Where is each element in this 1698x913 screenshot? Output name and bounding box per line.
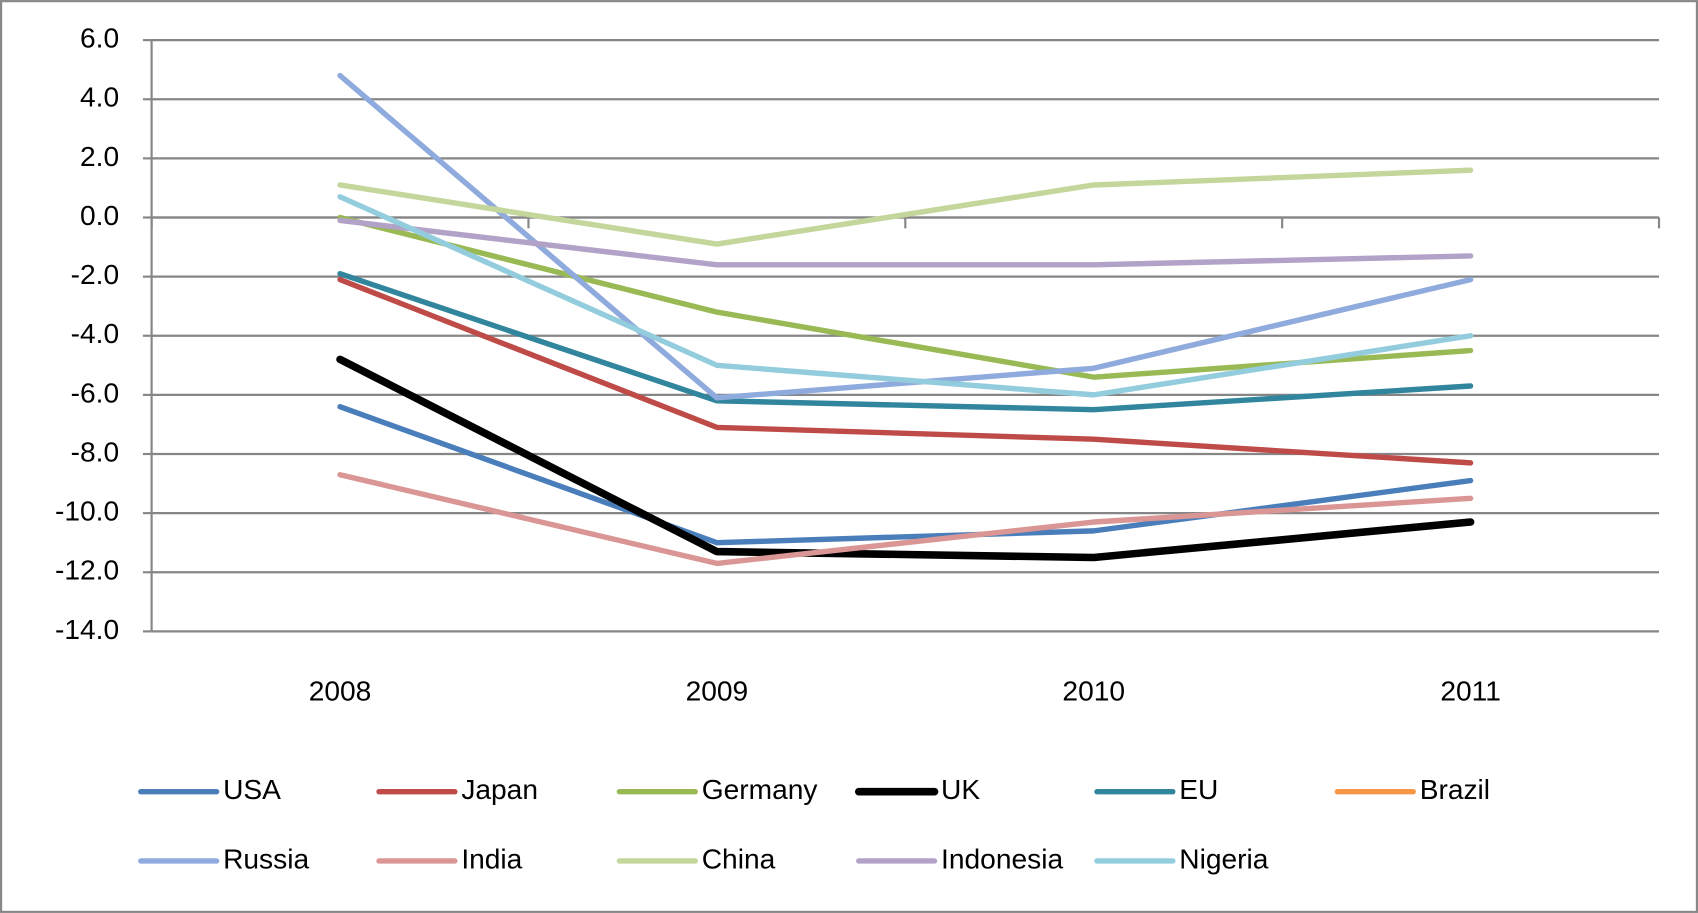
- y-tick-label: -10.0: [55, 496, 119, 527]
- y-tick-label: -6.0: [71, 377, 119, 408]
- legend-label: UK: [941, 774, 980, 805]
- legend-label: USA: [223, 774, 281, 805]
- x-tick-label: 2010: [1062, 676, 1125, 707]
- series-line: [337, 194, 1474, 398]
- y-tick-label: 2.0: [80, 141, 119, 172]
- legend-label: EU: [1179, 774, 1218, 805]
- legend-label: Nigeria: [1179, 843, 1268, 874]
- legend-label: Japan: [461, 774, 538, 805]
- series-line: [337, 270, 1474, 413]
- y-tick-label: -4.0: [71, 318, 119, 349]
- series-line: [336, 355, 1475, 562]
- y-tick-label: 4.0: [80, 82, 119, 113]
- legend-label: Russia: [223, 843, 309, 874]
- x-tick-label: 2009: [686, 676, 749, 707]
- series-line: [337, 167, 1474, 247]
- y-tick-label: -12.0: [55, 555, 119, 586]
- legend-label: China: [702, 843, 776, 874]
- y-tick-label: 6.0: [80, 23, 119, 54]
- legend-label: Brazil: [1420, 774, 1490, 805]
- x-tick-label: 2011: [1440, 676, 1501, 707]
- y-tick-label: -14.0: [55, 614, 119, 645]
- y-tick-label: 0.0: [80, 200, 119, 231]
- series-line: [337, 72, 1474, 401]
- legend-label: India: [461, 843, 522, 874]
- series-line: [337, 217, 1474, 268]
- x-tick-label: 2008: [309, 676, 372, 707]
- series-line: [337, 404, 1474, 546]
- legend-label: Indonesia: [941, 843, 1063, 874]
- series-line: [337, 276, 1474, 466]
- y-tick-label: -8.0: [71, 436, 119, 467]
- legend-label: Germany: [702, 774, 819, 805]
- y-tick-label: -2.0: [71, 259, 119, 290]
- series-line: [337, 471, 1474, 567]
